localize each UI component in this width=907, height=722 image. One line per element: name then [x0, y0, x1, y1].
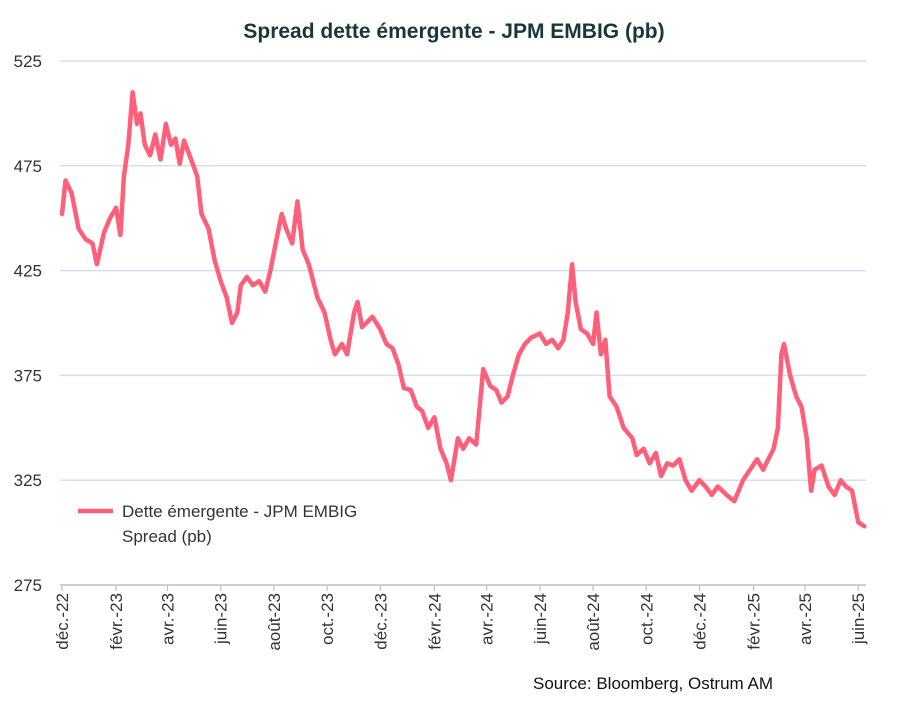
y-axis: 525 475 425 375 325 275: [14, 52, 42, 595]
x-axis: déc.-22 févr.-23 avr.-23 juin-23 août-23 oct.…: [53, 584, 868, 651]
x-tick-label: août-24: [584, 593, 603, 651]
x-tick-label: déc.-22: [53, 593, 72, 650]
source-note: Source: Bloomberg, Ostrum AM: [533, 674, 773, 693]
chart-title: Spread dette émergente - JPM EMBIG (pb): [243, 20, 664, 43]
legend-label-line1: Dette émergente - JPM EMBIG: [122, 502, 357, 521]
x-tick-label: déc.-24: [690, 593, 709, 650]
legend-label-line2: Spread (pb): [122, 527, 212, 546]
series-group: [59, 90, 867, 529]
x-tick-label: avr.-25: [796, 593, 815, 645]
legend: Dette émergente - JPM EMBIG Spread (pb): [78, 502, 357, 546]
x-tick-label: avr.-24: [478, 593, 497, 645]
x-tick-label: févr.-25: [745, 593, 764, 650]
x-tick-label: août-23: [265, 593, 284, 651]
x-tick-label: juin-24: [531, 593, 550, 645]
y-tick-label: 525: [14, 52, 42, 71]
x-tick-label: déc.-23: [371, 593, 390, 650]
y-tick-label: 425: [14, 262, 42, 281]
x-tick-label: oct.-24: [637, 593, 656, 645]
x-tick-label: juin-25: [849, 593, 868, 645]
y-tick-label: 275: [14, 576, 42, 595]
y-tick-label: 475: [14, 157, 42, 176]
gridlines: [60, 60, 866, 481]
y-tick-label: 375: [14, 366, 42, 385]
series-line: [59, 90, 867, 529]
x-tick-label: avr.-23: [159, 593, 178, 645]
x-tick-label: oct.-23: [318, 593, 337, 645]
x-tick-label: févr.-23: [107, 593, 126, 650]
y-tick-label: 325: [14, 471, 42, 490]
x-tick-label: févr.-24: [425, 593, 444, 650]
x-tick-label: juin-23: [212, 593, 231, 645]
